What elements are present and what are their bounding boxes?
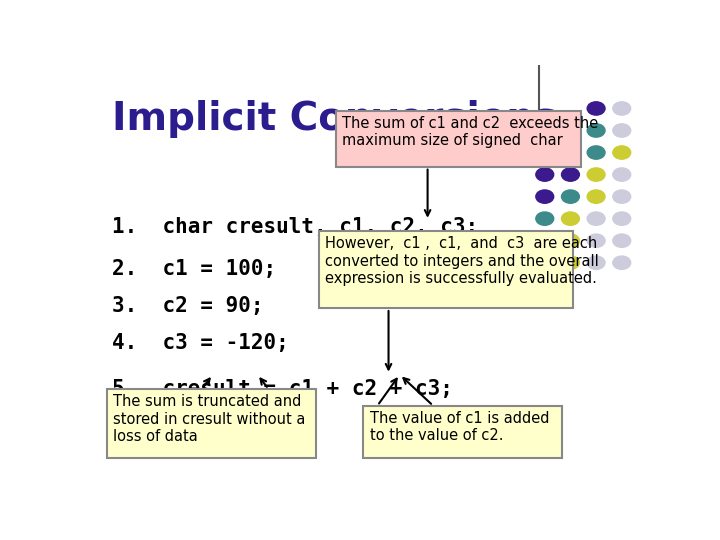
Circle shape [562,212,580,225]
Circle shape [562,234,580,247]
Circle shape [613,234,631,247]
Text: Implicit Conversions: Implicit Conversions [112,100,557,138]
Text: 4.  c3 = -120;: 4. c3 = -120; [112,333,289,353]
Circle shape [536,124,554,137]
Circle shape [588,234,605,247]
Circle shape [613,256,631,269]
FancyBboxPatch shape [107,389,316,458]
Circle shape [588,168,605,181]
Circle shape [613,190,631,203]
Circle shape [613,124,631,137]
Text: However,  c1 ,  c1,  and  c3  are each
converted to integers and the overall
exp: However, c1 , c1, and c3 are each conver… [325,236,599,286]
Text: 5.  cresult = c1 + c2 + c3;: 5. cresult = c1 + c2 + c3; [112,379,453,399]
Circle shape [613,102,631,115]
Circle shape [536,234,554,247]
FancyBboxPatch shape [319,231,572,308]
Circle shape [613,168,631,181]
Circle shape [588,146,605,159]
Circle shape [562,168,580,181]
Circle shape [588,102,605,115]
Text: 1.  char cresult, c1, c2, c3;: 1. char cresult, c1, c2, c3; [112,217,479,237]
FancyBboxPatch shape [336,111,581,167]
Text: The sum is truncated and
stored in cresult without a
loss of data: The sum is truncated and stored in cresu… [114,394,306,444]
Text: The value of c1 is added
to the value of c2.: The value of c1 is added to the value of… [370,411,549,443]
Circle shape [536,212,554,225]
Circle shape [536,146,554,159]
Text: The sum of c1 and c2  exceeds the
maximum size of signed  char: The sum of c1 and c2 exceeds the maximum… [342,116,598,148]
Circle shape [588,212,605,225]
Text: 3.  c2 = 90;: 3. c2 = 90; [112,296,264,316]
Circle shape [536,190,554,203]
Circle shape [562,146,580,159]
Circle shape [536,168,554,181]
Circle shape [562,190,580,203]
Text: 2.  c1 = 100;: 2. c1 = 100; [112,259,276,279]
Circle shape [562,124,580,137]
FancyBboxPatch shape [364,406,562,458]
Circle shape [588,256,605,269]
Circle shape [613,212,631,225]
Circle shape [613,146,631,159]
Circle shape [588,124,605,137]
Circle shape [562,256,580,269]
Circle shape [588,190,605,203]
